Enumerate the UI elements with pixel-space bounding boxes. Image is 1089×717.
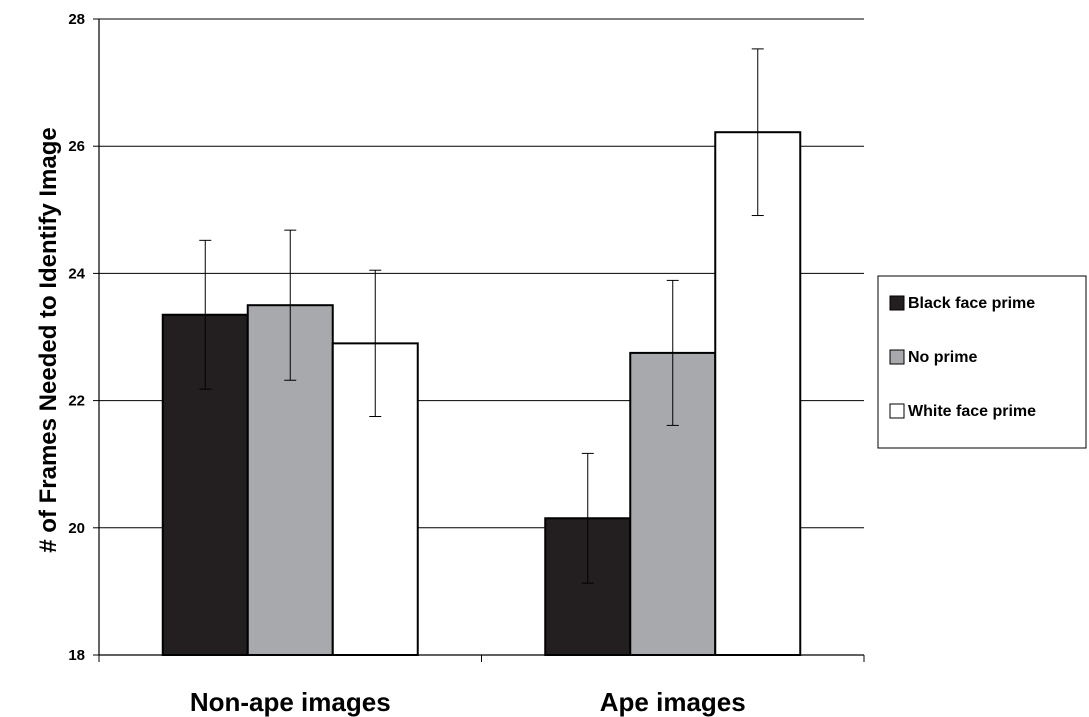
x-category-label: Non-ape images	[190, 687, 391, 717]
y-tick-label: 18	[68, 647, 85, 664]
y-tick-label: 24	[68, 265, 85, 282]
legend-label-0: Black face prime	[908, 295, 1035, 312]
axes	[93, 18, 865, 662]
y-tick-label: 28	[68, 11, 85, 28]
x-category-label: Ape images	[600, 687, 746, 717]
error-bars	[199, 48, 764, 584]
legend: Black face prime No prime White face prime	[877, 275, 1087, 449]
x-category-labels: Non-ape images Ape images	[190, 687, 746, 717]
y-tick-label: 20	[68, 520, 85, 537]
y-tick-labels: 18 20 22 24 26 28	[68, 11, 85, 664]
y-tick-label: 22	[68, 393, 85, 410]
legend-swatch-2	[889, 403, 905, 419]
legend-box	[877, 275, 1087, 449]
y-tick-label: 26	[68, 138, 85, 155]
y-axis-title: # of Frames Needed to Identify Image	[35, 127, 62, 552]
legend-swatch-1	[889, 349, 905, 365]
legend-label-1: No prime	[908, 349, 977, 366]
legend-swatch-0	[889, 295, 905, 311]
bars	[161, 131, 802, 657]
legend-label-2: White face prime	[908, 403, 1036, 420]
